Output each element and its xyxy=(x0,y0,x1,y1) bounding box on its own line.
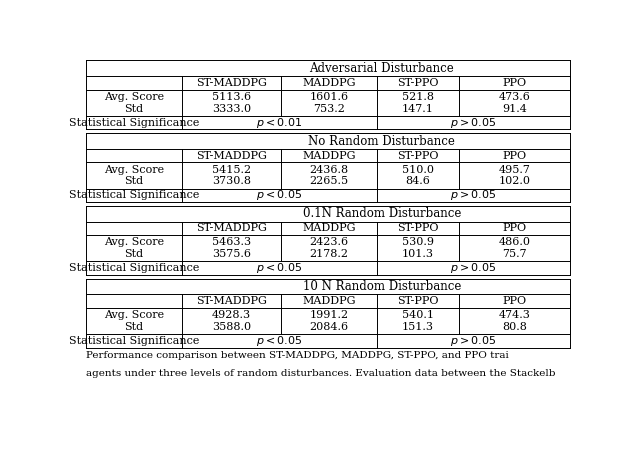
Text: Std: Std xyxy=(124,104,143,114)
Text: MADDPG: MADDPG xyxy=(302,78,355,88)
Text: 2084.6: 2084.6 xyxy=(309,322,348,332)
Text: ST-PPO: ST-PPO xyxy=(397,151,439,161)
Text: 4928.3: 4928.3 xyxy=(212,310,251,320)
Text: 521.8: 521.8 xyxy=(402,92,434,102)
Text: Statistical Significance: Statistical Significance xyxy=(68,263,199,273)
Text: ST-PPO: ST-PPO xyxy=(397,296,439,306)
Text: PPO: PPO xyxy=(502,296,527,306)
Text: 102.0: 102.0 xyxy=(499,176,531,186)
Text: MADDPG: MADDPG xyxy=(302,296,355,306)
Text: Avg. Score: Avg. Score xyxy=(104,92,164,102)
Text: 2178.2: 2178.2 xyxy=(309,249,348,259)
Text: Avg. Score: Avg. Score xyxy=(104,165,164,175)
Text: $p > 0.05$: $p > 0.05$ xyxy=(450,116,497,130)
Text: 495.7: 495.7 xyxy=(499,165,531,175)
Text: 3730.8: 3730.8 xyxy=(212,176,251,186)
Text: $p < 0.01$: $p < 0.01$ xyxy=(256,116,302,130)
Text: 474.3: 474.3 xyxy=(499,310,531,320)
Text: $p < 0.05$: $p < 0.05$ xyxy=(256,334,302,348)
Text: 486.0: 486.0 xyxy=(499,237,531,248)
Text: Std: Std xyxy=(124,176,143,186)
Text: ST-PPO: ST-PPO xyxy=(397,223,439,233)
Text: $p < 0.05$: $p < 0.05$ xyxy=(256,261,302,275)
Text: 510.0: 510.0 xyxy=(402,165,434,175)
Text: Avg. Score: Avg. Score xyxy=(104,310,164,320)
Text: 530.9: 530.9 xyxy=(402,237,434,248)
Text: 473.6: 473.6 xyxy=(499,92,531,102)
Text: Std: Std xyxy=(124,249,143,259)
Text: Statistical Significance: Statistical Significance xyxy=(68,336,199,346)
Text: Statistical Significance: Statistical Significance xyxy=(68,190,199,200)
Text: 10 N Random Disturbance: 10 N Random Disturbance xyxy=(303,280,461,293)
Text: Performance comparison between ST-MADDPG, MADDPG, ST-PPO, and PPO trai: Performance comparison between ST-MADDPG… xyxy=(86,351,509,360)
Text: MADDPG: MADDPG xyxy=(302,223,355,233)
Text: PPO: PPO xyxy=(502,151,527,161)
Text: $p > 0.05$: $p > 0.05$ xyxy=(450,334,497,348)
Text: 91.4: 91.4 xyxy=(502,104,527,114)
Text: Adversarial Disturbance: Adversarial Disturbance xyxy=(310,62,454,75)
Text: 3575.6: 3575.6 xyxy=(212,249,251,259)
Text: Avg. Score: Avg. Score xyxy=(104,237,164,248)
Text: 2436.8: 2436.8 xyxy=(309,165,348,175)
Text: 3588.0: 3588.0 xyxy=(212,322,251,332)
Text: ST-MADDPG: ST-MADDPG xyxy=(196,151,267,161)
Text: 2423.6: 2423.6 xyxy=(309,237,348,248)
Text: ST-PPO: ST-PPO xyxy=(397,78,439,88)
Text: PPO: PPO xyxy=(502,223,527,233)
Text: 147.1: 147.1 xyxy=(402,104,434,114)
Text: ST-MADDPG: ST-MADDPG xyxy=(196,296,267,306)
Text: $p > 0.05$: $p > 0.05$ xyxy=(450,189,497,202)
Text: 80.8: 80.8 xyxy=(502,322,527,332)
Text: 0.1N Random Disturbance: 0.1N Random Disturbance xyxy=(303,207,461,220)
Text: 84.6: 84.6 xyxy=(406,176,431,186)
Text: Statistical Significance: Statistical Significance xyxy=(68,118,199,128)
Text: 101.3: 101.3 xyxy=(402,249,434,259)
Text: 1601.6: 1601.6 xyxy=(309,92,348,102)
Text: 540.1: 540.1 xyxy=(402,310,434,320)
Text: agents under three levels of random disturbances. Evaluation data between the St: agents under three levels of random dist… xyxy=(86,369,556,378)
Text: 5415.2: 5415.2 xyxy=(212,165,251,175)
Text: 3333.0: 3333.0 xyxy=(212,104,251,114)
Text: 5463.3: 5463.3 xyxy=(212,237,251,248)
Text: 5113.6: 5113.6 xyxy=(212,92,251,102)
Text: 1991.2: 1991.2 xyxy=(309,310,348,320)
Text: 151.3: 151.3 xyxy=(402,322,434,332)
Text: $p < 0.05$: $p < 0.05$ xyxy=(256,189,302,202)
Text: Std: Std xyxy=(124,322,143,332)
Text: 75.7: 75.7 xyxy=(502,249,527,259)
Text: ST-MADDPG: ST-MADDPG xyxy=(196,78,267,88)
Text: ST-MADDPG: ST-MADDPG xyxy=(196,223,267,233)
Text: $p > 0.05$: $p > 0.05$ xyxy=(450,261,497,275)
Text: 2265.5: 2265.5 xyxy=(309,176,348,186)
Text: MADDPG: MADDPG xyxy=(302,151,355,161)
Text: 753.2: 753.2 xyxy=(313,104,345,114)
Text: No Random Disturbance: No Random Disturbance xyxy=(308,134,455,147)
Text: PPO: PPO xyxy=(502,78,527,88)
